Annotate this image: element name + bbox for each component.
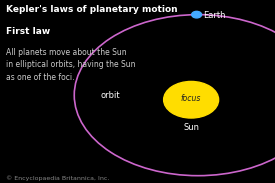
- Text: Earth: Earth: [204, 11, 226, 20]
- Text: focus: focus: [181, 94, 201, 103]
- Text: All planets move about the Sun
in elliptical orbits, having the Sun
as one of th: All planets move about the Sun in ellipt…: [6, 48, 135, 82]
- Text: orbit: orbit: [100, 91, 120, 100]
- Circle shape: [192, 11, 202, 18]
- Text: Sun: Sun: [183, 123, 199, 132]
- Text: First law: First law: [6, 27, 50, 36]
- Circle shape: [164, 81, 219, 118]
- Text: Kepler's laws of planetary motion: Kepler's laws of planetary motion: [6, 5, 177, 14]
- Text: © Encyclopaedia Britannica, Inc.: © Encyclopaedia Britannica, Inc.: [6, 175, 109, 181]
